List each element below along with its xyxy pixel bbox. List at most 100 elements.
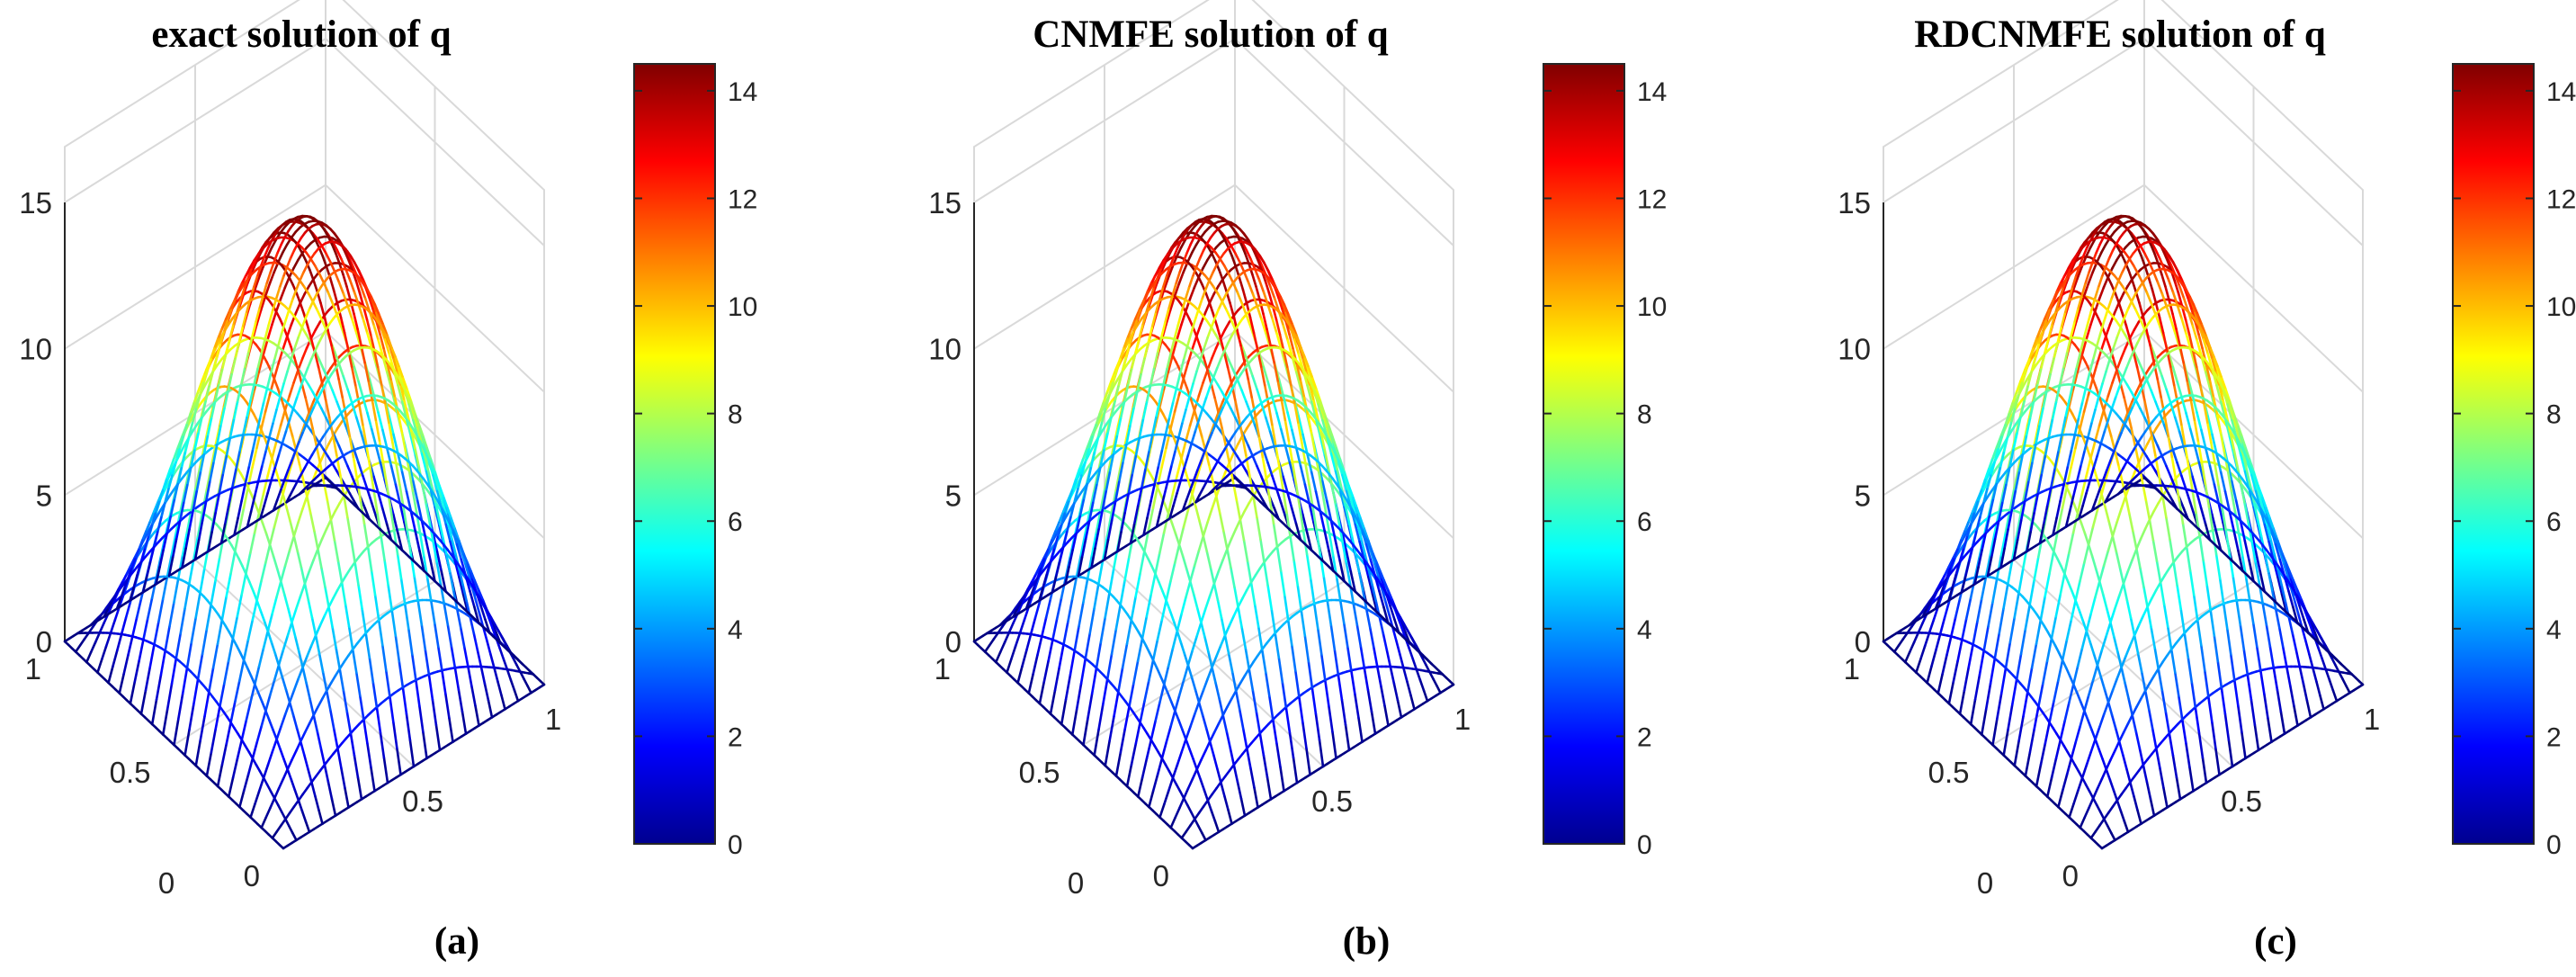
mesh-line-x (280, 236, 286, 246)
mesh-line-y (1200, 607, 1207, 624)
mesh-line-x (283, 408, 291, 425)
mesh-line-y (190, 487, 197, 512)
mesh-line-x (249, 675, 256, 686)
mesh-line-x (316, 391, 322, 402)
mesh-line-x (141, 576, 148, 594)
mesh-line-x (257, 246, 264, 255)
mesh-line-y (469, 589, 476, 608)
mesh-line-x (1253, 250, 1260, 263)
mesh-line-x (386, 362, 392, 381)
mesh-line-x (178, 435, 184, 451)
mesh-line-y (353, 365, 361, 383)
mesh-line-x (1159, 322, 1167, 339)
mesh-line-x (426, 468, 434, 487)
mesh-line-x (1253, 786, 1259, 809)
mesh-line-x (291, 831, 298, 842)
mesh-line-x (417, 423, 425, 437)
mesh-line-y (240, 572, 247, 596)
mesh-line-x (204, 385, 210, 403)
mesh-line-x (110, 595, 116, 605)
mesh-line-y (275, 824, 282, 833)
mesh-line-x (1205, 550, 1212, 569)
mesh-line-x (1165, 264, 1172, 279)
mesh-line-y (1334, 488, 1342, 497)
mesh-line-x (1293, 401, 1300, 424)
mesh-line-x (249, 495, 256, 514)
mesh-line-x (317, 365, 324, 385)
mesh-line-x (1028, 587, 1035, 600)
mesh-line-y (1165, 309, 1172, 327)
mesh-line-y (350, 475, 358, 488)
mesh-line-x (205, 357, 212, 372)
mesh-line-x (1273, 361, 1279, 382)
mesh-line-x (185, 412, 192, 426)
mesh-line-x (1108, 453, 1115, 474)
mesh-line-y (1221, 232, 1229, 241)
mesh-line-x (294, 635, 300, 654)
mesh-line-x (1123, 337, 1129, 350)
mesh-line-x (1415, 668, 1422, 682)
mesh-line-x (1367, 568, 1373, 587)
mesh-line-x (1275, 288, 1282, 299)
mesh-line-x (251, 433, 258, 453)
mesh-line-x (237, 499, 243, 520)
mesh-line-x (1116, 531, 1123, 553)
mesh-line-y (1203, 595, 1212, 611)
mesh-line-x (296, 236, 303, 246)
mesh-line-x (129, 586, 135, 602)
mesh-line-y (1249, 257, 1257, 271)
mesh-line-x (275, 567, 282, 583)
mesh-line-x (309, 697, 316, 717)
mesh-line-x (165, 468, 172, 481)
mesh-line-y (1139, 700, 1146, 724)
mesh-line-x (353, 754, 360, 779)
mesh-line-x (375, 319, 381, 336)
mesh-line-y (194, 465, 201, 489)
mesh-line-y (1130, 742, 1138, 766)
mesh-line-x (197, 519, 204, 542)
mesh-line-x (1158, 580, 1164, 593)
mesh-line-x (288, 824, 294, 835)
mesh-line-x (488, 652, 496, 669)
mesh-line-y (1275, 411, 1283, 431)
mesh-line-x (291, 288, 298, 301)
mesh-line-x (230, 357, 237, 376)
mesh-line-y (1266, 381, 1274, 399)
mesh-line-x (353, 312, 359, 331)
mesh-line-x (432, 540, 438, 563)
mesh-line-y (1104, 465, 1111, 489)
mesh-line-y (1275, 488, 1283, 504)
mesh-line-y (353, 291, 361, 307)
mesh-line-x (257, 295, 264, 311)
mesh-line-x (1147, 557, 1153, 568)
mesh-line-y (1169, 561, 1176, 583)
mesh-line-y (1186, 251, 1194, 264)
mesh-line-x (1170, 700, 1176, 713)
mesh-line-x (1096, 466, 1102, 487)
mesh-line-y (238, 789, 246, 809)
mesh-line-x (1134, 436, 1141, 458)
mesh-line-x (1291, 643, 1297, 672)
mesh-line-x (1329, 442, 1336, 453)
mesh-line-x (1175, 361, 1182, 372)
mesh-line-x (1187, 275, 1194, 290)
mesh-line-y (1290, 506, 1298, 525)
mesh-line-x (322, 480, 329, 502)
mesh-line-x (1139, 299, 1146, 312)
mesh-line-y (1179, 238, 1187, 249)
mesh-line-x (379, 731, 386, 759)
mesh-line-y (1262, 291, 1270, 307)
mesh-line-x (393, 394, 400, 416)
mesh-line-y (371, 300, 378, 315)
mesh-line-x (1131, 454, 1138, 477)
mesh-line-y (1197, 805, 1205, 814)
mesh-line-x (320, 566, 326, 589)
mesh-line-y (1310, 417, 1318, 426)
mesh-line-x (1249, 581, 1257, 606)
mesh-line-x (366, 545, 373, 572)
mesh-line-x (1128, 331, 1135, 346)
mesh-line-x (357, 403, 364, 426)
mesh-line-y (1269, 284, 1276, 300)
mesh-line-x (1203, 448, 1211, 466)
mesh-line-x (292, 242, 300, 252)
